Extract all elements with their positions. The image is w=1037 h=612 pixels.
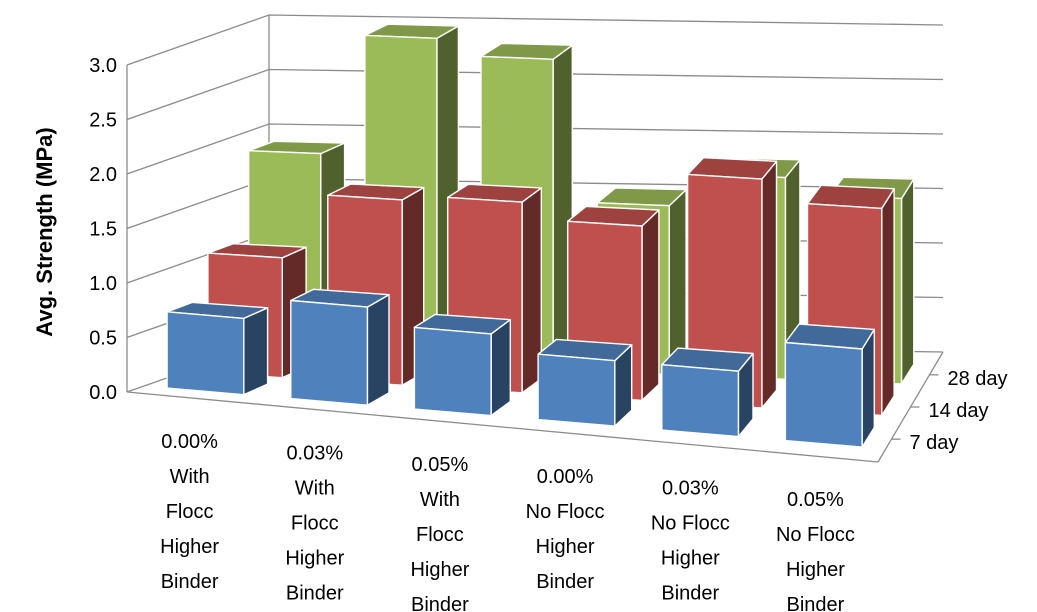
bar-front-face <box>166 311 245 396</box>
category-label-line: With <box>295 478 335 500</box>
bar-side-face <box>366 294 390 406</box>
category-label: 0.03% With Flocc Higher Binder <box>285 443 344 605</box>
category-label-line: Binder <box>786 594 844 612</box>
bar-front-face <box>661 364 740 438</box>
bar-front-face <box>784 341 863 448</box>
category-label-line: Higher <box>661 548 720 570</box>
category-label-line: No Flocc <box>651 513 730 535</box>
bar <box>166 301 269 396</box>
category-label: 0.05% No Flocc Higher Binder <box>776 489 855 612</box>
y-tick-label: 2.0 <box>89 164 117 186</box>
series-label: 28 day <box>948 368 1008 390</box>
category-label-line: 0.05% <box>412 454 469 476</box>
category-label: 0.00% With Flocc Higher Binder <box>160 431 219 593</box>
category-label-line: Higher <box>160 536 219 558</box>
category-label-line: Binder <box>286 583 344 605</box>
y-axis-title: Avg. Strength (MPa) <box>32 127 57 336</box>
bar-front-face <box>537 353 616 427</box>
y-tick-label: 1.0 <box>89 273 117 295</box>
category-label-line: 0.05% <box>787 489 844 511</box>
series-label: 14 day <box>929 400 989 422</box>
bar-side-face <box>668 188 687 376</box>
floor-front-edge <box>126 391 879 463</box>
bar-front-face <box>413 326 492 417</box>
y-tick-label: 1.5 <box>89 219 117 241</box>
bar <box>537 338 633 427</box>
y-tick-label: 3.0 <box>89 55 117 77</box>
bar <box>784 323 875 448</box>
bar-side-face <box>881 188 895 417</box>
category-label-line: Flocc <box>166 501 214 523</box>
category-label-line: 0.03% <box>286 443 343 465</box>
category-label-line: 0.00% <box>161 431 218 453</box>
y-tick-label: 0.0 <box>89 382 117 404</box>
category-label-line: With <box>420 489 460 511</box>
bar-front-face <box>290 299 369 406</box>
y-tick-label: 0.5 <box>89 328 117 350</box>
category-label-line: Binder <box>411 594 469 612</box>
category-label-line: Flocc <box>291 513 339 535</box>
category-label: 0.00% No Flocc Higher Binder <box>526 466 605 593</box>
category-label-line: Higher <box>410 559 469 581</box>
category-label-line: Higher <box>536 536 595 558</box>
category-label: 0.03% No Flocc Higher Binder <box>651 478 730 605</box>
category-label-line: Binder <box>536 571 594 593</box>
bar-side-face <box>900 178 915 385</box>
category-label-line: No Flocc <box>526 501 605 523</box>
bar-side-face <box>243 307 269 396</box>
category-label-line: With <box>170 466 210 488</box>
bar <box>661 347 754 438</box>
category-label-line: Higher <box>786 559 845 581</box>
category-label-line: Binder <box>161 571 219 593</box>
bars <box>166 23 915 448</box>
category-label-line: Higher <box>285 548 344 570</box>
category-label-line: Flocc <box>416 524 464 546</box>
bar <box>413 313 511 417</box>
category-label: 0.05% With Flocc Higher Binder <box>410 454 469 612</box>
category-label-line: Binder <box>661 583 719 605</box>
y-tick-label: 2.5 <box>89 110 117 132</box>
category-label-line: No Flocc <box>776 524 855 546</box>
bar-side-face <box>490 319 511 417</box>
bar-side-face <box>761 160 778 409</box>
category-label-line: 0.00% <box>537 466 594 488</box>
bar <box>290 288 390 406</box>
labels: 0.0 0.5 1.0 1.5 2.0 2.5 3.0 7 day 14 day 28 day 0.… <box>89 55 1007 612</box>
series-label: 7 day <box>910 432 959 454</box>
category-label-line: 0.03% <box>662 478 719 500</box>
bar-side-face <box>641 209 660 402</box>
